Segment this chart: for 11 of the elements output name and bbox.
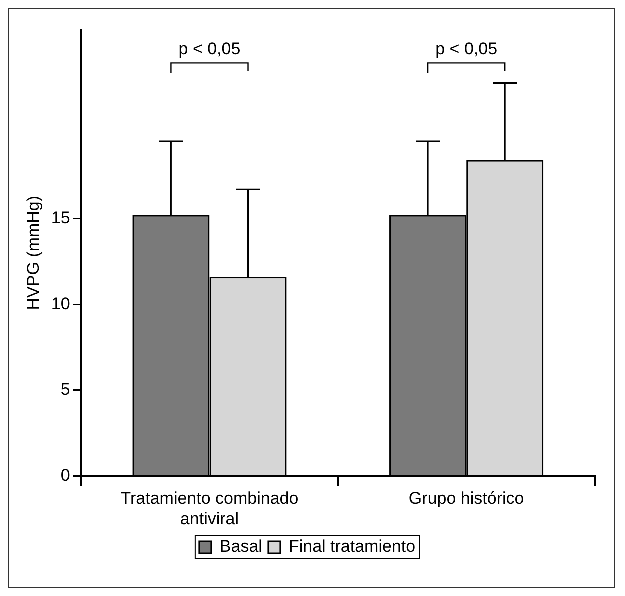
- y-axis-title: HVPG (mmHg): [24, 196, 43, 310]
- y-tick-label: 10: [51, 294, 70, 314]
- legend-label: Basal: [220, 537, 262, 556]
- x-tick-label: Tratamiento combinado antiviral: [120, 489, 299, 528]
- annotation: p < 0,05: [178, 39, 241, 58]
- legend-label: Final tratamiento: [288, 537, 416, 556]
- x-tick-label: Grupo histórico: [408, 489, 524, 508]
- annotation: p < 0,05: [436, 39, 498, 58]
- y-tick-label: 15: [51, 208, 70, 228]
- y-tick-label: 5: [60, 380, 70, 400]
- y-tick-label: 0: [60, 466, 70, 485]
